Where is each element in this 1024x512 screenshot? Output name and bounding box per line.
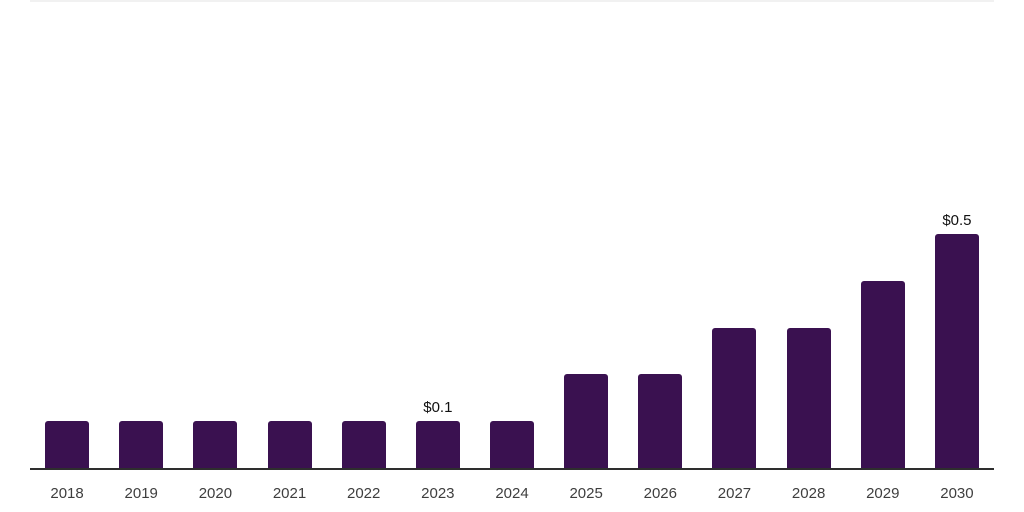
x-tick-label-2021: 2021 <box>272 485 307 502</box>
bar-2025 <box>564 374 609 468</box>
bar-2029 <box>860 281 905 468</box>
x-tick-label-2029: 2029 <box>866 485 900 502</box>
bar-2028 <box>786 328 831 468</box>
x-tick-label-2028: 2028 <box>791 485 826 502</box>
bar-2030 <box>934 234 979 468</box>
bar-2023 <box>415 421 460 468</box>
x-tick-label-2022: 2022 <box>347 485 381 502</box>
x-tick-label-2024: 2024 <box>495 485 529 502</box>
x-tick-label-2025: 2025 <box>569 485 603 502</box>
plot-top-border <box>30 0 994 2</box>
bar-2018 <box>45 421 90 468</box>
bar-2024 <box>490 421 534 468</box>
x-tick-label-2020: 2020 <box>198 485 233 502</box>
bar-2026 <box>638 374 683 468</box>
bar-2027 <box>712 328 757 468</box>
bar-2022 <box>341 421 386 468</box>
x-tick-label-2023: 2023 <box>421 485 455 502</box>
x-tick-label-2018: 2018 <box>50 485 84 502</box>
x-tick-label-2026: 2026 <box>643 485 677 502</box>
x-tick-label-2019: 2019 <box>124 485 158 502</box>
x-axis-line <box>30 468 994 470</box>
data-label-2023: $0.1 <box>423 399 453 416</box>
x-tick-label-2030: 2030 <box>940 485 974 502</box>
bar-2020 <box>193 421 238 468</box>
bar-2021 <box>267 421 312 468</box>
x-tick-label-2027: 2027 <box>717 485 752 502</box>
data-label-2030: $0.5 <box>942 212 972 229</box>
bar-2019 <box>119 421 164 468</box>
